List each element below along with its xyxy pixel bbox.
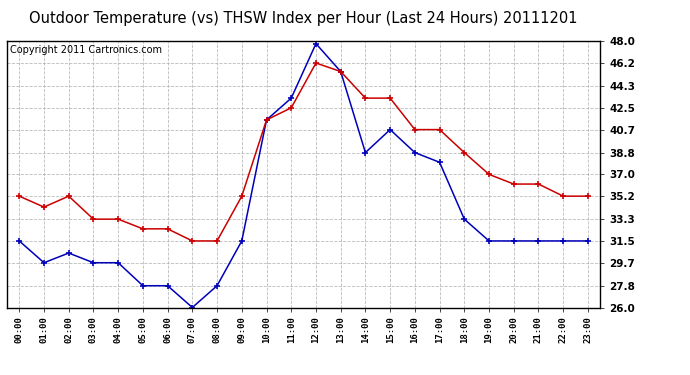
- Text: Outdoor Temperature (vs) THSW Index per Hour (Last 24 Hours) 20111201: Outdoor Temperature (vs) THSW Index per …: [30, 11, 578, 26]
- Text: Copyright 2011 Cartronics.com: Copyright 2011 Cartronics.com: [10, 45, 162, 55]
